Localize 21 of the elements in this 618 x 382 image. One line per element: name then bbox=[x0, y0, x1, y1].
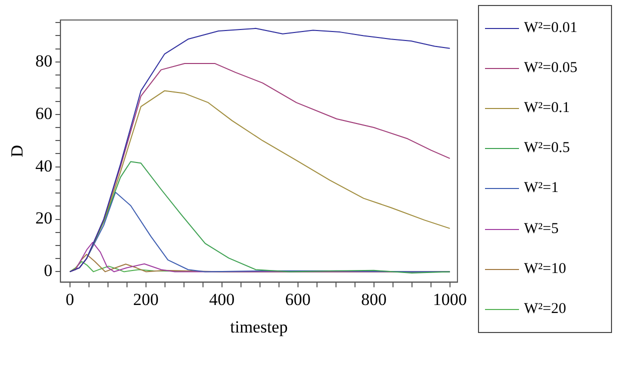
legend-label: W²=0.5 bbox=[524, 140, 570, 158]
y-tick-label: 80 bbox=[35, 51, 52, 70]
x-tick-label: 800 bbox=[361, 290, 387, 309]
y-axis-title: D bbox=[8, 144, 27, 158]
legend-label: W²=20 bbox=[524, 300, 566, 318]
y-tick-label: 60 bbox=[35, 104, 52, 123]
legend-label: W²=0.01 bbox=[524, 20, 578, 37]
y-tick-label: 40 bbox=[35, 156, 52, 176]
y-tick-label: 20 bbox=[35, 208, 52, 228]
x-axis-title: timestep bbox=[230, 317, 288, 336]
legend-label: W²=10 bbox=[524, 260, 566, 278]
legend-label: W²=0.05 bbox=[524, 60, 578, 77]
x-tick-label: 600 bbox=[285, 290, 311, 309]
legend-label: W²=5 bbox=[524, 220, 559, 238]
legend-label: W²=1 bbox=[524, 180, 559, 198]
legend-label: W²=0.1 bbox=[524, 100, 570, 117]
x-tick-label: 0 bbox=[66, 290, 74, 309]
x-tick-label: 1000 bbox=[432, 290, 467, 309]
y-tick-label: 0 bbox=[44, 261, 52, 280]
x-tick-label: 200 bbox=[133, 290, 159, 309]
x-tick-label: 400 bbox=[209, 290, 235, 309]
